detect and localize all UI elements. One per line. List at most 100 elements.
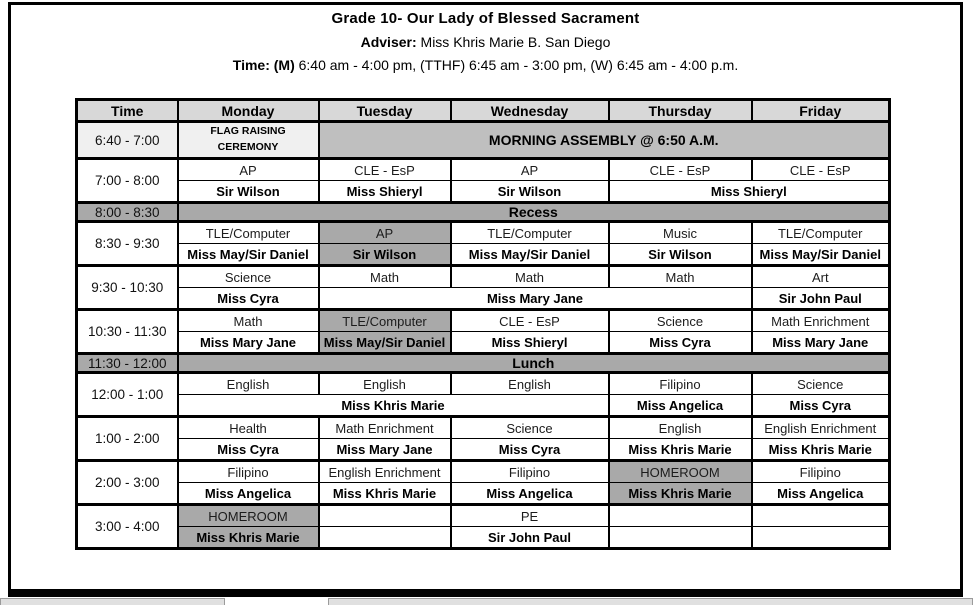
- time-cell: 3:00 - 4:00: [75, 503, 179, 549]
- subject-cell: English: [317, 371, 452, 395]
- teacher-cell: Miss Angelica: [607, 394, 753, 418]
- subject-cell: Health: [176, 415, 320, 439]
- teacher-cell: Miss May/Sir Daniel: [176, 243, 320, 267]
- row-200-teachers: Miss Angelica Miss Khris Marie Miss Ange…: [77, 482, 891, 506]
- subject-cell: Science: [607, 308, 753, 332]
- teacher-cell-highlighted: Miss May/Sir Daniel: [317, 331, 452, 355]
- bottom-ui-fragment-left[interactable]: [0, 598, 225, 605]
- schedule-table: Time Monday Tuesday Wednesday Thursday F…: [75, 98, 891, 550]
- teacher-cell: Miss May/Sir Daniel: [449, 243, 610, 267]
- teacher-cell: [750, 526, 891, 550]
- time-cell: 6:40 - 7:00: [75, 120, 179, 160]
- teacher-cell: Sir Wilson: [607, 243, 753, 267]
- flag-raising-line1: FLAG RAISING: [210, 125, 286, 138]
- time-cell: 9:30 - 10:30: [75, 264, 179, 310]
- row-200-subjects: 2:00 - 3:00 Filipino English Enrichment …: [75, 459, 891, 505]
- col-header-thursday: Thursday: [607, 98, 753, 123]
- subject-cell: TLE/Computer: [176, 220, 320, 244]
- subject-cell: CLE - EsP: [317, 157, 452, 181]
- teacher-cell: Miss Mary Jane: [176, 331, 320, 355]
- teacher-cell: Sir Wilson: [449, 180, 610, 204]
- teacher-cell: Miss Shieryl: [317, 180, 452, 204]
- row-100-subjects: 1:00 - 2:00 Health Math Enrichment Scien…: [75, 415, 891, 461]
- teacher-cell: Miss Cyra: [449, 438, 610, 462]
- row-300-teachers: Miss Khris Marie Sir John Paul: [77, 526, 891, 550]
- subject-cell: [607, 503, 753, 527]
- subject-cell: [317, 503, 452, 527]
- bottom-ui-fragment-right[interactable]: [328, 598, 973, 605]
- row-300-subjects: 3:00 - 4:00 HOMEROOM PE: [75, 503, 891, 549]
- subject-cell: Filipino: [750, 459, 891, 483]
- teacher-cell: Miss Angelica: [449, 482, 610, 506]
- adviser-label: Adviser:: [360, 34, 417, 50]
- row-1200-teachers: Miss Khris Marie Miss Angelica Miss Cyra: [77, 394, 891, 418]
- col-header-wednesday: Wednesday: [449, 98, 610, 123]
- time-cell: 2:00 - 3:00: [75, 459, 179, 505]
- morning-assembly-cell: MORNING ASSEMBLY @ 6:50 A.M.: [317, 120, 891, 160]
- subject-cell: Math: [607, 264, 753, 288]
- subject-cell: CLE - EsP: [449, 308, 610, 332]
- subject-cell: Art: [750, 264, 891, 288]
- teacher-cell: Sir John Paul: [449, 526, 610, 550]
- subject-cell: CLE - EsP: [750, 157, 891, 181]
- row-640: 6:40 - 7:00 FLAG RAISING CEREMONY MORNIN…: [75, 120, 891, 160]
- subject-cell: English: [176, 371, 320, 395]
- col-header-time: Time: [75, 98, 179, 123]
- page-title: Grade 10- Our Lady of Blessed Sacrament: [331, 10, 640, 27]
- teacher-cell: Miss Cyra: [607, 331, 753, 355]
- subject-cell: AP: [176, 157, 320, 181]
- teacher-cell: Miss Khris Marie: [317, 482, 452, 506]
- time-line: Time: (M) 6:40 am - 4:00 pm, (TTHF) 6:45…: [8, 57, 963, 73]
- time-cell: 7:00 - 8:00: [75, 157, 179, 203]
- subject-cell: Filipino: [607, 371, 753, 395]
- teacher-cell: Miss Mary Jane: [317, 438, 452, 462]
- teacher-cell: Sir Wilson: [176, 180, 320, 204]
- subject-cell: AP: [449, 157, 610, 181]
- subject-cell-highlighted: TLE/Computer: [317, 308, 452, 332]
- row-recess: 8:00 - 8:30 Recess: [75, 201, 891, 223]
- subject-cell: English Enrichment: [317, 459, 452, 483]
- header-row: Time Monday Tuesday Wednesday Thursday F…: [75, 98, 891, 123]
- subject-cell-highlighted: HOMEROOM: [176, 503, 320, 527]
- row-930-teachers: Miss Cyra Miss Mary Jane Sir John Paul: [77, 287, 891, 311]
- subject-cell: TLE/Computer: [449, 220, 610, 244]
- teacher-cell-highlighted: Sir Wilson: [317, 243, 452, 267]
- teacher-cell: Sir John Paul: [750, 287, 891, 311]
- subject-cell: Math: [317, 264, 452, 288]
- row-830-teachers: Miss May/Sir Daniel Sir Wilson Miss May/…: [77, 243, 891, 267]
- time-cell: 8:00 - 8:30: [75, 201, 179, 223]
- time-cell: 1:00 - 2:00: [75, 415, 179, 461]
- subject-cell-highlighted: AP: [317, 220, 452, 244]
- row-lunch: 11:30 - 12:00 Lunch: [75, 352, 891, 374]
- teacher-cell-highlighted: Miss Khris Marie: [607, 482, 753, 506]
- time-label: Time: (M): [232, 57, 295, 73]
- teacher-cell: Miss Cyra: [176, 438, 320, 462]
- subject-cell: PE: [449, 503, 610, 527]
- teacher-cell: Miss Khris Marie: [607, 438, 753, 462]
- col-header-monday: Monday: [176, 98, 320, 123]
- adviser-name: Miss Khris Marie B. San Diego: [416, 34, 611, 50]
- row-1030-subjects: 10:30 - 11:30 Math TLE/Computer CLE - Es…: [75, 308, 891, 354]
- teacher-cell: [317, 526, 452, 550]
- subject-cell: Science: [449, 415, 610, 439]
- col-header-tuesday: Tuesday: [317, 98, 452, 123]
- subject-cell: TLE/Computer: [750, 220, 891, 244]
- subject-cell: [750, 503, 891, 527]
- subject-cell: Science: [176, 264, 320, 288]
- subject-cell: CLE - EsP: [607, 157, 753, 181]
- row-700-teachers: Sir Wilson Miss Shieryl Sir Wilson Miss …: [77, 180, 891, 204]
- time-cell: 10:30 - 11:30: [75, 308, 179, 354]
- subject-cell-highlighted: HOMEROOM: [607, 459, 753, 483]
- time-cell: 8:30 - 9:30: [75, 220, 179, 266]
- subject-cell: Math Enrichment: [317, 415, 452, 439]
- subject-cell: Filipino: [176, 459, 320, 483]
- teacher-cell: Miss Cyra: [176, 287, 320, 311]
- col-header-friday: Friday: [750, 98, 891, 123]
- flag-raising-cell: FLAG RAISING CEREMONY: [176, 120, 320, 160]
- row-830-subjects: 8:30 - 9:30 TLE/Computer AP TLE/Computer…: [75, 220, 891, 266]
- subject-cell: English Enrichment: [750, 415, 891, 439]
- row-100-teachers: Miss Cyra Miss Mary Jane Miss Cyra Miss …: [77, 438, 891, 462]
- row-1030-teachers: Miss Mary Jane Miss May/Sir Daniel Miss …: [77, 331, 891, 355]
- row-1200-subjects: 12:00 - 1:00 English English English Fil…: [75, 371, 891, 417]
- row-930-subjects: 9:30 - 10:30 Science Math Math Math Art: [75, 264, 891, 310]
